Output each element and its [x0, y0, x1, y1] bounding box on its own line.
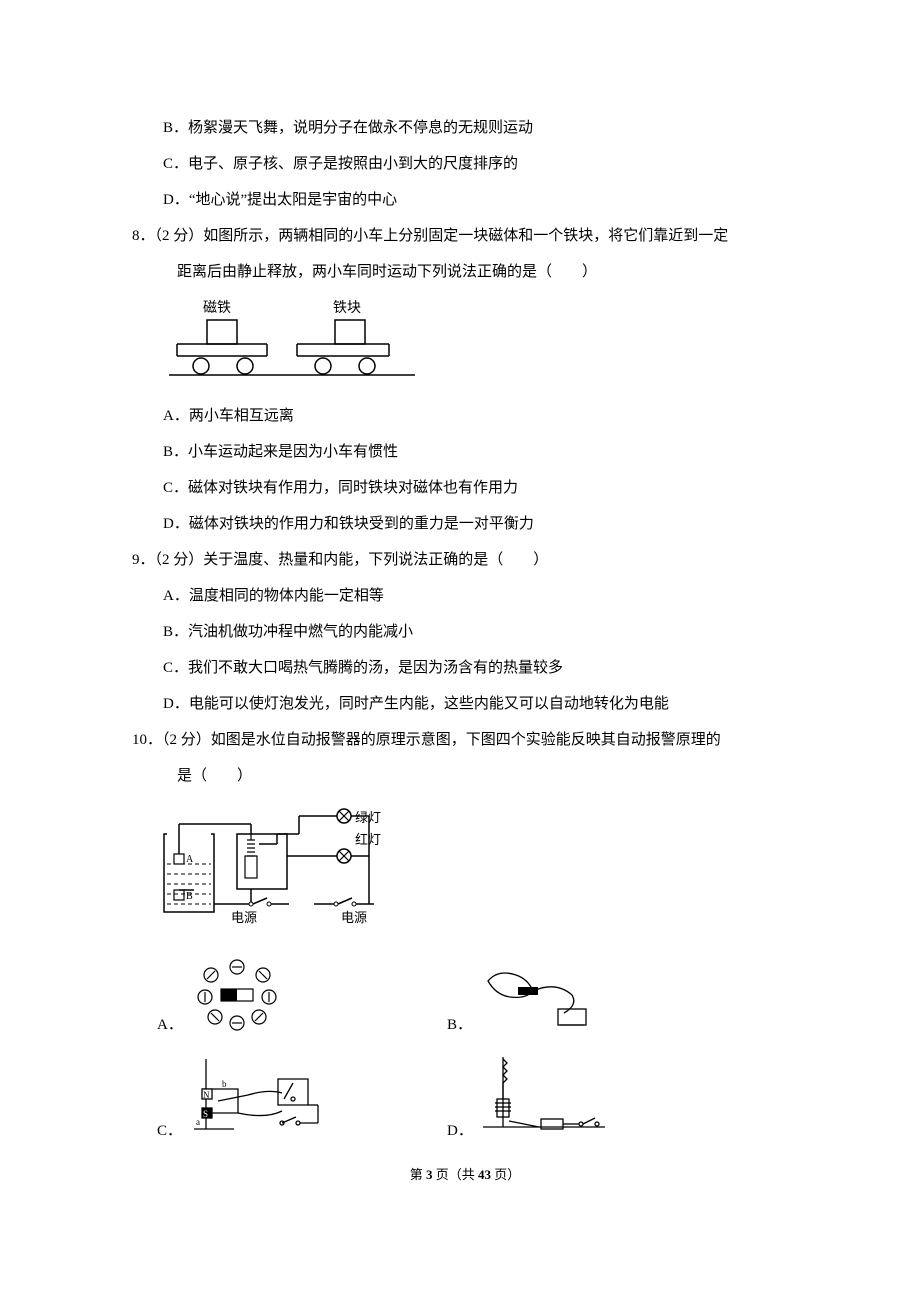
green-light-label: 绿灯 — [355, 810, 381, 825]
opt-d-prior: D．“地心说”提出太阳是宇宙的中心 — [135, 182, 795, 218]
q8-opt-d: D．磁体对铁块的作用力和铁块受到的重力是一对平衡力 — [135, 506, 795, 542]
q9-opt-c: C．我们不敢大口喝热气腾腾的汤，是因为汤含有的热量较多 — [135, 650, 795, 686]
q10-opt-c-letter: C． — [157, 1113, 182, 1151]
q8-stem-line2: 距离后由静止释放，两小车同时运动下列说法正确的是（ ） — [135, 254, 795, 290]
carts-diagram: 磁铁 铁块 — [167, 298, 795, 394]
svg-text:S: S — [203, 1109, 208, 1119]
power-label-2: 电源 — [341, 910, 367, 925]
svg-text:b: b — [222, 1079, 227, 1089]
q9-opt-b: B．汽油机做功冲程中燃气的内能减小 — [135, 614, 795, 650]
red-light-label: 红灯 — [355, 832, 381, 847]
q10-stem-line2: 是（ ） — [135, 758, 795, 794]
q10-opt-d-letter: D． — [447, 1113, 473, 1151]
footer-suffix: 页） — [491, 1167, 520, 1182]
q10-opt-b-diagram — [478, 961, 598, 1045]
footer-total: 43 — [478, 1167, 491, 1182]
opt-c-prior: C．电子、原子核、原子是按照由小到大的尺度排序的 — [135, 146, 795, 182]
svg-text:N: N — [203, 1090, 210, 1100]
q9-opt-a: A．温度相同的物体内能一定相等 — [135, 578, 795, 614]
opt-b-prior: B．杨絮漫天飞舞，说明分子在做永不停息的无规则运动 — [135, 110, 795, 146]
q10-opt-c-diagram: N S b a — [188, 1053, 328, 1151]
svg-text:a: a — [196, 1117, 200, 1127]
page-footer: 第 3 页（共 43 页） — [135, 1159, 795, 1190]
q10-opt-b-letter: B． — [447, 1007, 472, 1045]
q10-stem-line1: 10．（2 分）如图是水位自动报警器的原理示意图，下图四个实验能反映其自动报警原… — [135, 722, 795, 758]
alarm-diagram: A B 绿灯 红灯 — [159, 804, 795, 943]
iron-label: 铁块 — [333, 300, 361, 316]
svg-text:B: B — [186, 891, 193, 902]
magnet-label: 磁铁 — [203, 300, 231, 316]
q10-opt-a-letter: A． — [157, 1007, 183, 1045]
svg-text:A: A — [186, 854, 194, 865]
power-label-1: 电源 — [231, 910, 257, 925]
q8-stem-line1: 8．（2 分）如图所示，两辆相同的小车上分别固定一块磁体和一个铁块，将它们靠近到… — [135, 218, 795, 254]
q8-opt-a: A．两小车相互远离 — [135, 398, 795, 434]
q9-opt-d: D．电能可以使灯泡发光，同时产生内能，这些内能又可以自动地转化为电能 — [135, 686, 795, 722]
footer-mid: 页（共 — [432, 1167, 478, 1182]
q9-stem: 9．（2 分）关于温度、热量和内能，下列说法正确的是（ ） — [135, 542, 795, 578]
q8-opt-b: B．小车运动起来是因为小车有惯性 — [135, 434, 795, 470]
q10-opt-a-diagram — [189, 953, 285, 1045]
footer-prefix: 第 — [410, 1167, 426, 1182]
q10-opt-d-diagram — [479, 1053, 609, 1151]
q8-opt-c: C．磁体对铁块有作用力，同时铁块对磁体也有作用力 — [135, 470, 795, 506]
